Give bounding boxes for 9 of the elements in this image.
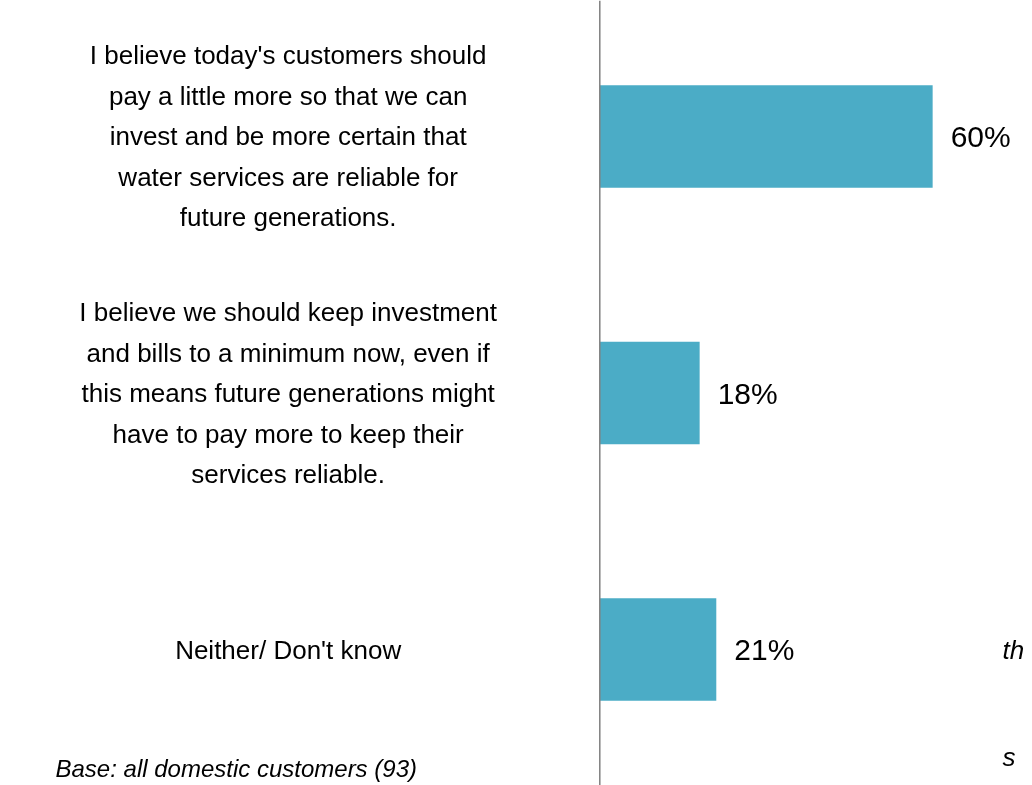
y-tick-label: I believe we should keep investment and bills to a minimum now, even if this means future generations might have to pay more to keep their services reliable. xyxy=(79,297,498,489)
data-label: 21% xyxy=(734,633,795,667)
y-tick-label: Neither/ Don't know xyxy=(175,634,402,665)
text: s xyxy=(1002,742,1016,773)
text: Base: all domestic customers (93) xyxy=(55,754,417,782)
text: th xyxy=(1002,634,1025,665)
y-tick-label: I believe today's customers should pay a little more so that we can invest and be more certain that water services are reliable for future generations. xyxy=(89,40,487,233)
data-label: 60% xyxy=(950,119,1011,153)
data-label: 18% xyxy=(717,376,778,410)
